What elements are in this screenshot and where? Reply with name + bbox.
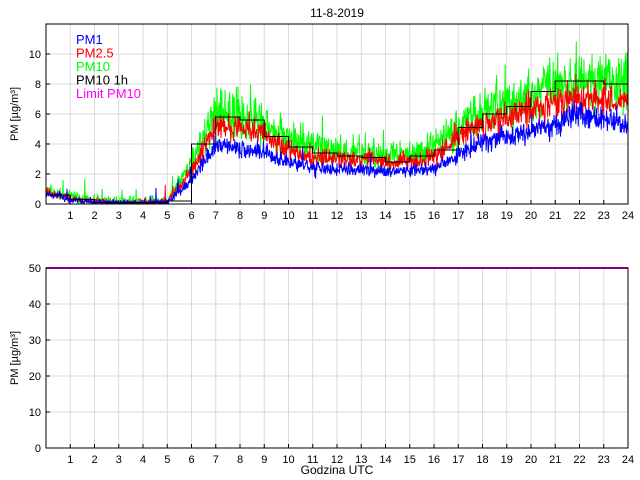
- legend-entry: PM10 1h: [76, 73, 128, 88]
- legend-entry: PM10: [76, 59, 110, 74]
- x-tick-label: 17: [452, 454, 464, 466]
- x-tick-label: 20: [525, 454, 537, 466]
- x-tick-label: 7: [213, 210, 219, 222]
- x-tick-label: 21: [549, 210, 561, 222]
- y-tick-label: 8: [35, 79, 41, 91]
- x-tick-label: 15: [404, 210, 416, 222]
- x-tick-label: 18: [476, 210, 488, 222]
- x-tick-label: 10: [282, 454, 294, 466]
- x-tick-label: 13: [355, 454, 367, 466]
- x-tick-label: 8: [237, 454, 243, 466]
- y-tick-label: 6: [35, 109, 41, 121]
- x-tick-label: 24: [622, 454, 634, 466]
- x-tick-label: 15: [404, 454, 416, 466]
- x-tick-label: 13: [355, 210, 367, 222]
- x-tick-label: 11: [307, 210, 318, 222]
- x-tick-label: 12: [331, 210, 343, 222]
- x-tick-label: 14: [379, 454, 391, 466]
- y-tick-label: 0: [35, 443, 41, 455]
- y-tick-label: 40: [29, 299, 41, 311]
- y-tick-label: 2: [35, 169, 41, 181]
- x-tick-label: 16: [428, 454, 440, 466]
- x-tick-label: 3: [116, 210, 122, 222]
- x-tick-label: 2: [91, 210, 97, 222]
- x-tick-label: 1: [67, 210, 73, 222]
- y-tick-label: 4: [35, 139, 41, 151]
- top-plot: 1 2 3 4 5 6 7 8 9 10 11 12 13 14 15 16 17 18 19 20 21 22 23 240…: [9, 6, 634, 222]
- x-tick-label: 22: [573, 454, 585, 466]
- legend-entry: PM2.5: [76, 46, 114, 61]
- y-axis-label: PM [µg/m³]: [9, 331, 21, 385]
- x-tick-label: 19: [501, 454, 513, 466]
- x-tick-label: 9: [261, 210, 267, 222]
- x-tick-label: 21: [549, 454, 561, 466]
- x-tick-label: 6: [188, 210, 194, 222]
- y-tick-label: 10: [29, 49, 41, 61]
- x-tick-label: 23: [598, 210, 610, 222]
- x-tick-label: 4: [140, 454, 146, 466]
- y-tick-label: 50: [29, 263, 41, 275]
- chart-title: 11-8-2019: [310, 6, 364, 20]
- x-tick-label: 11: [307, 454, 318, 466]
- x-tick-label: 19: [501, 210, 513, 222]
- x-tick-label: 24: [622, 210, 634, 222]
- x-tick-label: 17: [452, 210, 464, 222]
- x-tick-label: 6: [188, 454, 194, 466]
- legend-entry: PM1: [76, 32, 103, 47]
- x-tick-label: 14: [379, 210, 391, 222]
- bottom-plot: 1 2 3 4 5 6 7 8 9 10 11 12 13 14 15 16 17 18 19 20 21 22 23 240…: [9, 263, 634, 477]
- x-tick-label: 23: [598, 454, 610, 466]
- axes-frame: [45, 23, 629, 205]
- x-tick-label: 8: [237, 210, 243, 222]
- x-tick-label: 7: [213, 454, 219, 466]
- x-tick-label: 3: [116, 454, 122, 466]
- x-tick-label: 18: [476, 454, 488, 466]
- x-tick-label: 12: [331, 454, 343, 466]
- y-axis-label: PM [µg/m³]: [9, 87, 21, 141]
- x-tick-label: 9: [261, 454, 267, 466]
- series-pm10-1h: [46, 80, 628, 203]
- axes-frame: [45, 267, 629, 449]
- y-tick-label: 30: [29, 335, 41, 347]
- y-tick-label: 20: [29, 371, 41, 383]
- x-tick-label: 4: [140, 210, 146, 222]
- x-axis-label: Godzina UTC: [301, 463, 374, 477]
- x-tick-label: 16: [428, 210, 440, 222]
- legend-entry: Limit PM10: [76, 86, 141, 101]
- x-tick-label: 5: [164, 210, 170, 222]
- y-tick-label: 10: [29, 407, 41, 419]
- x-tick-label: 20: [525, 210, 537, 222]
- x-tick-label: 5: [164, 454, 170, 466]
- x-tick-label: 2: [91, 454, 97, 466]
- x-tick-label: 22: [573, 210, 585, 222]
- x-tick-label: 1: [67, 454, 73, 466]
- x-tick-label: 10: [282, 210, 294, 222]
- y-tick-label: 0: [35, 199, 41, 211]
